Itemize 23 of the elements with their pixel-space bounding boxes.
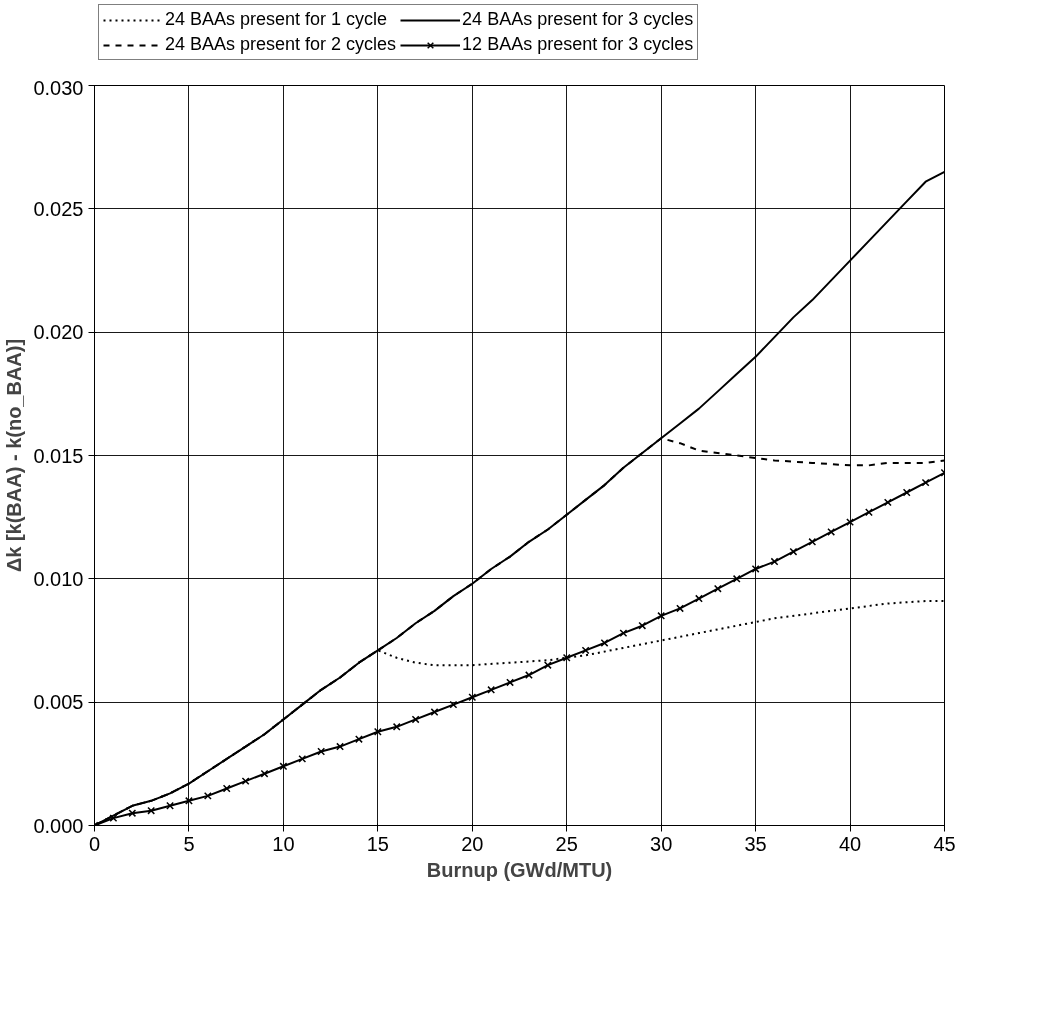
legend-label: 12 BAAs present for 3 cycles — [462, 34, 694, 55]
y-tick-label: 0.030 — [33, 76, 84, 99]
y-tick-label: 0.000 — [33, 814, 84, 837]
x-tick-label: 30 — [650, 832, 673, 855]
x-tick-label: 20 — [461, 832, 484, 855]
legend-label: 24 BAAs present for 1 cycle — [165, 9, 388, 30]
x-tick-label: 35 — [744, 832, 767, 855]
y-tick-label: 0.015 — [33, 444, 84, 467]
x-axis-title: Burnup (GWd/MTU) — [426, 858, 613, 881]
legend-label: 24 BAAs present for 2 cycles — [165, 34, 397, 55]
x-tick-label: 25 — [555, 832, 578, 855]
y-tick-label: 0.020 — [33, 321, 84, 344]
y-tick-label: 0.010 — [33, 567, 84, 590]
legend-label: 24 BAAs present for 3 cycles — [462, 9, 694, 30]
x-tick-label: 5 — [183, 832, 195, 855]
y-tick-label: 0.005 — [33, 691, 84, 714]
x-tick-label: 40 — [838, 832, 862, 855]
x-tick-label: 0 — [88, 832, 101, 855]
y-axis-title: Δk [k(BAA) - k(no_BAA)] — [3, 338, 26, 573]
x-tick-label: 10 — [272, 832, 295, 855]
x-tick-label: 45 — [933, 832, 956, 855]
y-tick-label: 0.025 — [33, 197, 84, 220]
x-tick-label: 15 — [366, 832, 389, 855]
